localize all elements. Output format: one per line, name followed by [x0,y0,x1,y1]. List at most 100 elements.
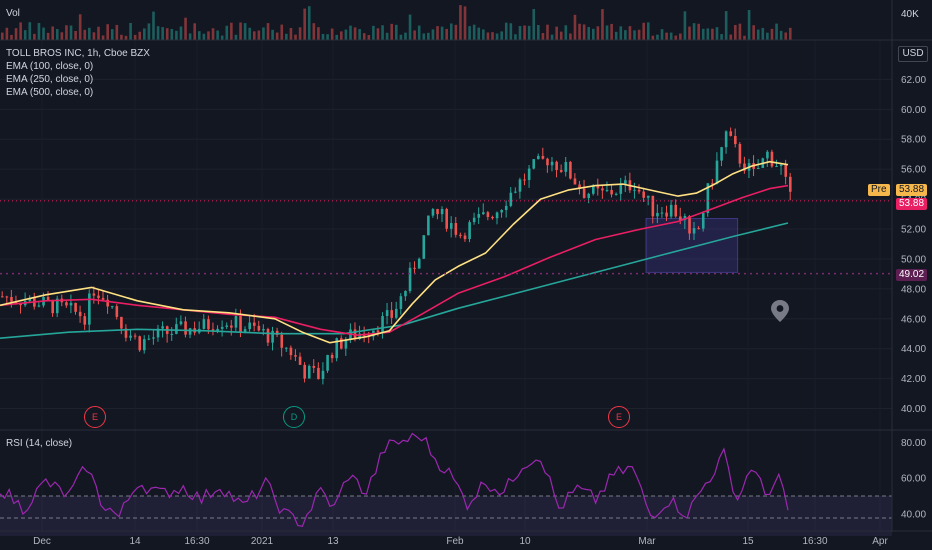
candle-body [459,234,462,236]
volume-bar [152,11,155,40]
candle-body [133,335,137,337]
volume-bar [5,27,9,40]
candle-body [527,168,531,181]
volume-bar [646,22,650,40]
volume-bar [129,22,132,40]
candle-body [404,291,407,297]
candle-body [376,330,380,333]
volume-bar [720,34,723,40]
volume-bar [225,25,229,40]
volume-bar [417,25,421,40]
candle-body [541,155,545,159]
candle-body [500,210,503,213]
candle-body [523,179,526,181]
volume-bar [271,29,274,40]
volume-bar [692,23,696,40]
volume-bar [243,23,247,40]
volume-bar [234,34,238,40]
candle-body [573,178,577,185]
volume-bar [724,11,728,40]
volume-bar [349,25,352,40]
legend-ema-250[interactable]: EMA (250, close, 0) [6,74,94,85]
candle-body [619,184,623,194]
volume-bar [97,26,100,40]
legend-ema-100[interactable]: EMA (100, close, 0) [6,61,94,72]
candle-body [143,339,146,351]
candle-body [161,326,164,329]
volume-bar [83,29,87,40]
candle-body [683,215,687,221]
volume-bar [729,34,733,40]
volume-bar [669,32,673,40]
volume-bar [596,26,600,40]
candle-body [326,354,329,371]
candle-body [97,295,100,299]
earnings-marker-2[interactable]: E [608,406,630,428]
candle-body [729,131,733,136]
volume-bar [358,29,361,40]
price-tick-label: 52.00 [901,225,926,236]
volume-bar [495,33,499,40]
time-tick-label: Mar [638,536,656,547]
candle-body [83,316,87,325]
volume-bar [193,23,197,40]
legend-ema-500[interactable]: EMA (500, close, 0) [6,87,94,98]
candle-body [294,355,297,357]
candle-body [216,328,219,332]
candle-body [5,296,9,298]
time-tick-label: 16:30 [184,536,209,547]
time-tick-label: 14 [129,536,141,547]
volume-bar [624,30,627,40]
candle-body [88,293,91,325]
volume-bar [42,27,45,40]
candle-body [495,212,499,219]
volume-bar [706,28,710,40]
volume-bar [120,34,123,40]
candle-body [679,216,682,221]
candle-body [344,339,348,349]
price-tick-label: 50.00 [901,254,926,265]
legend-title[interactable]: TOLL BROS INC, 1h, Cboe BZX [6,48,150,59]
map-pin-icon[interactable] [770,299,790,323]
candle-body [724,131,728,148]
candle-body [184,321,187,335]
candle-body [427,215,430,236]
candle-body [413,267,416,269]
volume-bar [23,30,27,40]
volume-bar [294,34,297,40]
volume-bar [69,25,73,40]
candle-body [646,195,650,198]
volume-bar [28,22,32,40]
candle-body [92,293,96,296]
candle-body [124,328,128,338]
candle-body [601,188,604,191]
volume-bar [19,22,22,40]
candle-body [28,297,32,302]
volume-bar [408,14,412,40]
volume-bar [463,6,467,41]
currency-button[interactable]: USD [898,46,928,62]
volume-bar [340,31,343,40]
volume-bar [376,28,380,40]
volume-bar [262,27,265,40]
volume-bar [555,26,558,40]
earnings-marker-1[interactable]: E [84,406,106,428]
volume-bar [312,23,316,40]
price-tick-label: 46.00 [901,314,926,325]
volume-bar [472,24,476,40]
volume-bar [573,14,577,41]
candle-body [715,160,719,184]
candle-body [138,336,142,351]
volume-bar [239,22,242,40]
volume-bar [51,26,54,40]
candle-body [550,161,554,166]
volume-bar [46,32,50,40]
volume-bar [184,17,187,40]
candle-body [1,296,4,298]
candle-body [252,322,256,326]
dividend-marker[interactable]: D [283,406,305,428]
volume-bar [486,32,490,40]
candle-body [110,306,114,308]
candle-body [633,189,636,191]
